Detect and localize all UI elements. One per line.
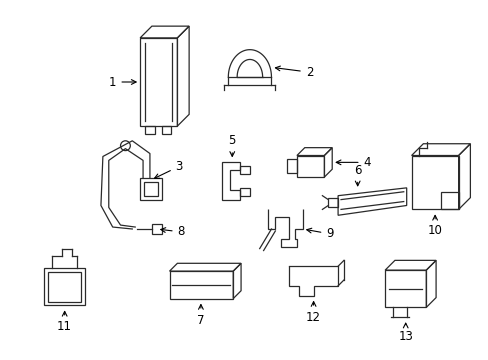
Text: 10: 10 [427, 215, 442, 238]
Text: 12: 12 [305, 302, 321, 324]
Text: 6: 6 [353, 164, 361, 186]
Text: 8: 8 [161, 225, 184, 238]
Text: 7: 7 [197, 305, 204, 327]
Text: 11: 11 [57, 311, 72, 333]
Text: 2: 2 [275, 66, 313, 79]
Text: 9: 9 [306, 228, 333, 240]
Text: 13: 13 [397, 323, 412, 343]
Text: 3: 3 [154, 160, 183, 178]
Text: 4: 4 [336, 156, 370, 169]
Text: 1: 1 [109, 76, 136, 89]
Text: 5: 5 [228, 134, 235, 156]
